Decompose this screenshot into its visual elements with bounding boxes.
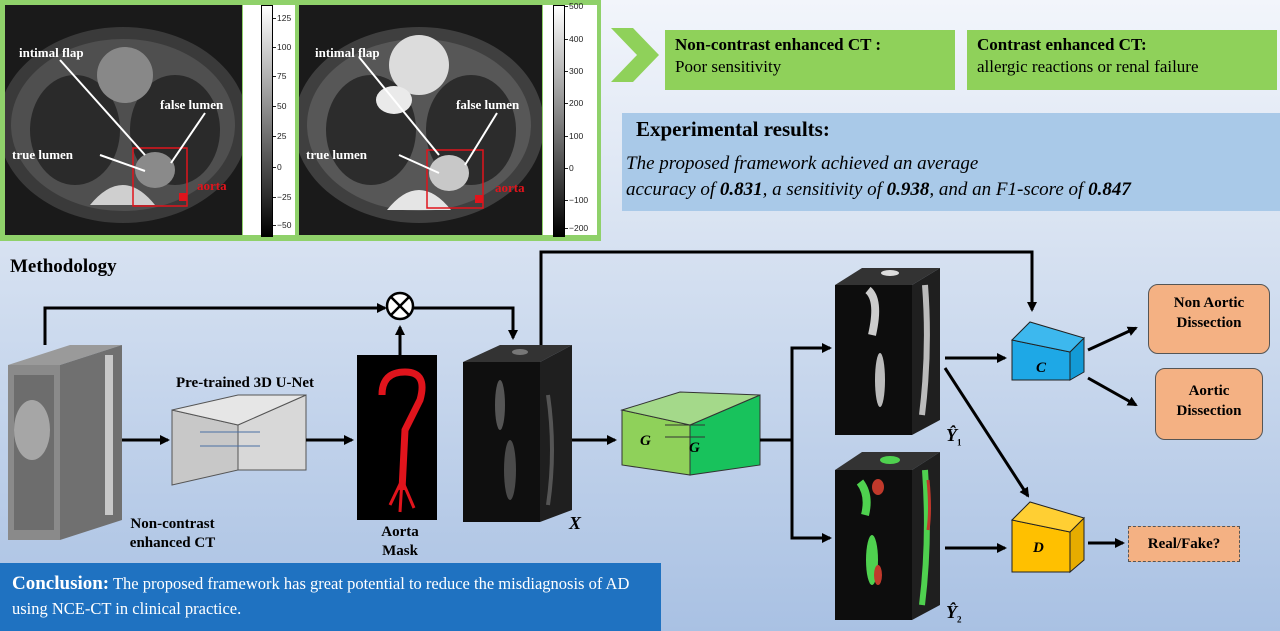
y2-symbol: Ŷ (946, 602, 957, 622)
contrast-text: allergic reactions or renal failure (977, 57, 1199, 76)
true-lumen-label: true lumen (306, 147, 368, 162)
tick-label: 100 (564, 131, 584, 141)
aorta-mask-label: Aorta Mask (365, 523, 435, 561)
y1-volume (835, 268, 940, 435)
tick-label: 25 (272, 131, 287, 141)
left-colorbar-area: 125 100 75 50 25 0 −25 −50 (243, 5, 295, 237)
tick-label: −50 (272, 220, 292, 230)
aortic-dissection-box: Aortic Dissection (1155, 368, 1263, 440)
tick-label: 0 (273, 162, 282, 172)
unet-label: Pre-trained 3D U-Net (175, 375, 314, 391)
methodology-title: Methodology (10, 256, 117, 277)
y1-subscript: 1 (957, 437, 962, 448)
conclusion-heading: Conclusion: (12, 573, 110, 594)
tick-label: 50 (272, 101, 287, 111)
conclusion-text: Conclusion: The proposed framework has g… (12, 571, 657, 621)
g-label-2: G (689, 440, 700, 456)
right-colorbar (553, 5, 565, 237)
tick-label: −200 (564, 223, 589, 233)
tick-label: 100 (272, 42, 292, 52)
g-label-1: G (640, 433, 651, 449)
tick-label: 500 (564, 1, 584, 11)
tick-label: 75 (272, 71, 287, 81)
d-label: D (1033, 540, 1044, 556)
y2-subscript: 2 (957, 614, 962, 625)
chevron-right-icon (611, 28, 659, 82)
tick-label: 0 (565, 163, 574, 173)
tick-label: −100 (564, 195, 589, 205)
non-contrast-text: Poor sensitivity (675, 57, 782, 76)
x-label: X (569, 513, 582, 533)
non-aortic-line1: Non Aortic (1173, 295, 1245, 311)
contrast-ct-image: intimal flap false lumen true lumen aort… (299, 5, 542, 235)
results-text: , a sensitivity of (762, 179, 887, 200)
results-text: , and an F1-score of (929, 179, 1089, 200)
results-line-1: The proposed framework achieved an avera… (626, 153, 979, 174)
discriminator-block (1010, 501, 1085, 574)
false-lumen-label: false lumen (456, 97, 520, 112)
non-contrast-title: Non-contrast enhanced CT : (675, 35, 882, 54)
aorta-label: aorta (495, 180, 525, 195)
true-lumen-label: true lumen (12, 147, 74, 162)
aorta-mask-image (357, 355, 437, 520)
unet-block (171, 394, 307, 486)
generator-block (620, 391, 761, 476)
ct-comparison-panel: intimal flap false lumen true lumen aort… (0, 0, 601, 241)
classifier-block (1010, 321, 1085, 381)
conclusion-body: The proposed framework has great potenti… (12, 574, 630, 618)
contrast-title: Contrast enhanced CT: (977, 35, 1147, 54)
c-label: C (1036, 360, 1047, 376)
tick-label: 200 (564, 98, 584, 108)
y1-label: Ŷ1 (946, 425, 962, 448)
aorta-label: aorta (197, 178, 227, 193)
left-colorbar (261, 5, 273, 237)
input-label: Non-contrast enhanced CT (100, 515, 245, 553)
y1-symbol: Ŷ (946, 425, 957, 445)
tick-label: 400 (564, 34, 584, 44)
real-fake-box: Real/Fake? (1128, 526, 1240, 562)
aortic-line2: Dissection (1176, 403, 1242, 419)
non-contrast-ct-image: intimal flap false lumen true lumen aort… (5, 5, 242, 235)
aortic-line1: Aortic (1188, 383, 1230, 399)
non-aortic-line2: Dissection (1176, 315, 1242, 331)
results-text: accuracy of (626, 179, 720, 200)
y2-label: Ŷ2 (946, 602, 962, 625)
experimental-results-box: Experimental results: The proposed frame… (622, 113, 1280, 211)
intimal-flap-label: intimal flap (315, 45, 380, 60)
y2-volume (835, 452, 940, 620)
experimental-heading: Experimental results: (636, 117, 830, 141)
input-ct-volume (8, 345, 122, 540)
input-label-line2: enhanced CT (129, 535, 216, 551)
tick-label: 125 (272, 13, 292, 23)
accuracy-value: 0.831 (719, 179, 763, 200)
input-label-line1: Non-contrast (130, 516, 215, 532)
intimal-flap-label: intimal flap (19, 45, 84, 60)
non-aortic-dissection-box: Non Aortic Dissection (1148, 284, 1270, 354)
tick-label: −25 (272, 192, 292, 202)
conclusion-box: Conclusion: The proposed framework has g… (0, 563, 661, 631)
contrast-box: Contrast enhanced CT: allergic reactions… (967, 30, 1277, 90)
mask-label-line1: Aorta (381, 524, 419, 540)
non-contrast-box: Non-contrast enhanced CT : Poor sensitiv… (665, 30, 955, 90)
sensitivity-value: 0.938 (886, 179, 930, 200)
right-colorbar-area: 500 400 300 200 100 0 −100 −200 (543, 1, 597, 237)
x-volume (463, 345, 572, 522)
f1-value: 0.847 (1088, 179, 1131, 200)
false-lumen-label: false lumen (160, 97, 224, 112)
tick-label: 300 (564, 66, 584, 76)
mask-label-line2: Mask (382, 543, 418, 559)
experimental-text: The proposed framework achieved an avera… (626, 151, 1131, 203)
